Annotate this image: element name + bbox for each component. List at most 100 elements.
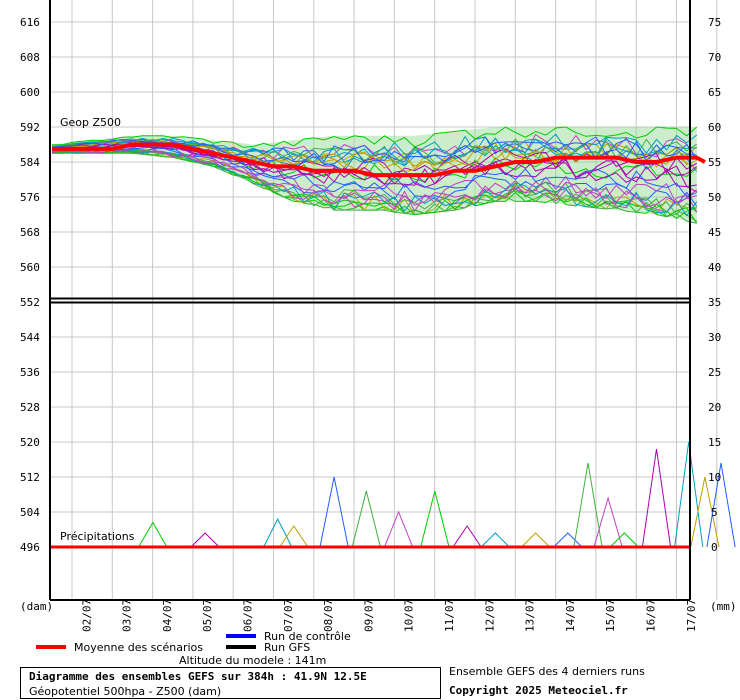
right-lower-tick-30: 30 [708, 331, 721, 344]
precip-peak-14 [593, 496, 623, 548]
left-tick-512: 512 [20, 471, 40, 484]
left-tick-616: 616 [20, 16, 40, 29]
altitude-label: Altitude du modele : 141m [179, 654, 327, 667]
x-axis-ticks: 02/07 03/07 04/07 05/07 06/07 07/07 08/07 09/07… [80, 599, 698, 632]
left-tick-608: 608 [20, 51, 40, 64]
right-unit-label: (mm) [710, 600, 737, 613]
x-tick-2: 03/07 [121, 599, 134, 632]
precip-peak-2 [190, 532, 220, 548]
mean-line [50, 142, 706, 549]
left-tick-544: 544 [20, 331, 40, 344]
left-axis-ticks: 616 608 600 592 584 576 568 560 552 544 536 528 520 5… [20, 16, 40, 554]
precip-peak-6 [351, 490, 381, 548]
right-upper-tick-50: 50 [708, 191, 721, 204]
x-tick-1: 02/07 [80, 599, 93, 632]
x-tick-11: 12/07 [483, 599, 496, 632]
x-tick-3: 04/07 [161, 599, 174, 632]
precip-peak-3 [263, 517, 293, 548]
precip-peak-10 [480, 532, 510, 548]
right-upper-tick-70: 70 [708, 51, 721, 64]
precip-peak-19 [706, 462, 736, 548]
legend-control-label: Run de contrôle [264, 630, 351, 643]
left-unit-label: (dam) [20, 600, 53, 613]
member-line-25 [51, 139, 697, 173]
right-upper-tick-55: 55 [708, 156, 721, 169]
left-tick-504: 504 [20, 506, 40, 519]
footer-copyright: Copyright 2025 Meteociel.fr [449, 684, 628, 697]
precip-peak-5 [319, 476, 349, 548]
right-upper-tick-45: 45 [708, 226, 721, 239]
x-tick-8: 09/07 [362, 599, 375, 632]
x-tick-6: 07/07 [282, 599, 295, 632]
precip-peak-12 [553, 532, 583, 548]
x-tick-12: 13/07 [524, 599, 537, 632]
left-tick-520: 520 [20, 436, 40, 449]
x-tick-10: 11/07 [443, 599, 456, 632]
member-line-27 [51, 151, 697, 224]
x-tick-14: 15/07 [604, 599, 617, 632]
member-line-15 [51, 126, 698, 148]
precip-peak-17 [674, 441, 704, 548]
member-line-18 [51, 149, 697, 216]
precip-peak-18 [690, 476, 720, 548]
right-lower-tick-15: 15 [708, 436, 721, 449]
grid [50, 0, 718, 600]
legend: Run de contrôle Run GFS Moyenne des scén… [36, 630, 351, 654]
x-tick-15: 16/07 [645, 599, 658, 632]
x-tick-13: 14/07 [564, 599, 577, 632]
precip-peak-7 [384, 510, 414, 548]
left-tick-600: 600 [20, 86, 40, 99]
lower-panel-label: Précipitations [60, 530, 135, 543]
mean-z500-line [52, 142, 706, 178]
right-upper-tick-65: 65 [708, 86, 721, 99]
legend-gfs-swatch [226, 645, 256, 649]
legend-mean-label: Moyenne des scénarios [74, 641, 203, 654]
right-upper-tick-75: 75 [708, 16, 721, 29]
precip-peak-15 [609, 532, 639, 548]
footer-subtitle: Géopotentiel 500hpa - Z500 (dam) [29, 685, 222, 698]
left-tick-536: 536 [20, 366, 40, 379]
right-upper-tick-60: 60 [708, 121, 721, 134]
right-upper-tick-40: 40 [708, 261, 721, 274]
precip-peak-13 [573, 462, 603, 548]
footer-title: Diagramme des ensembles GEFS sur 384h : … [29, 670, 367, 683]
precip-peak-11 [521, 532, 551, 548]
legend-control-swatch [226, 634, 256, 638]
x-tick-7: 08/07 [322, 599, 335, 632]
right-lower-tick-20: 20 [708, 401, 721, 414]
upper-panel-label: Geop Z500 [60, 116, 121, 129]
x-tick-9: 10/07 [403, 599, 416, 632]
right-upper-tick-35: 35 [708, 296, 721, 309]
footer-title-box: Diagramme des ensembles GEFS sur 384h : … [20, 667, 441, 699]
left-tick-560: 560 [20, 261, 40, 274]
right-lower-tick-25: 25 [708, 366, 721, 379]
x-tick-16: 17/07 [685, 599, 698, 632]
x-tick-4: 05/07 [201, 599, 214, 632]
legend-mean-swatch [36, 645, 66, 649]
left-tick-528: 528 [20, 401, 40, 414]
footer-runs: Ensemble GEFS des 4 derniers runs [449, 665, 645, 678]
left-tick-576: 576 [20, 191, 40, 204]
ensemble-members [51, 126, 736, 548]
member-line-21 [51, 148, 698, 213]
member-line-22 [51, 150, 697, 219]
right-lower-tick-0: 0 [711, 541, 718, 554]
left-tick-592: 592 [20, 121, 40, 134]
right-lower-tick-10: 10 [708, 471, 721, 484]
plot-frame [49, 0, 691, 601]
precip-peak-16 [641, 448, 672, 548]
precip-peak-4 [279, 525, 309, 548]
precip-peak-9 [452, 525, 482, 548]
member-line-28 [51, 149, 697, 208]
precip-peak-8 [420, 490, 450, 548]
member-line-5 [51, 147, 698, 207]
left-tick-568: 568 [20, 226, 40, 239]
x-tick-5: 06/07 [242, 599, 255, 632]
precip-peak-1 [138, 521, 168, 548]
legend-gfs-label: Run GFS [264, 641, 310, 654]
left-tick-584: 584 [20, 156, 40, 169]
left-tick-496: 496 [20, 541, 40, 554]
right-lower-tick-5: 5 [711, 506, 718, 519]
